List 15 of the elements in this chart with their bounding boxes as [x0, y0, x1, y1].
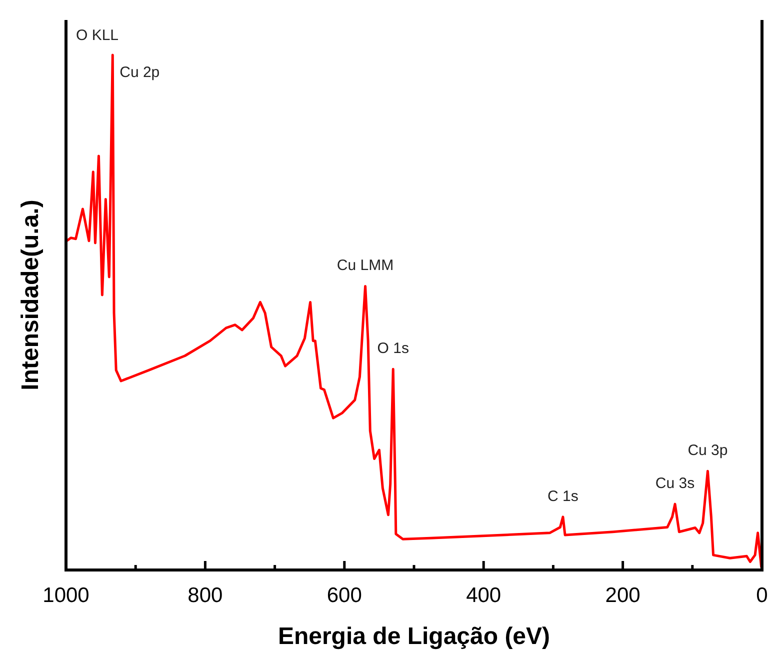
annotation: O 1s — [377, 340, 409, 358]
annotation: Cu 3p — [688, 442, 728, 460]
x-tick-label: 0 — [756, 584, 768, 607]
annotation: Cu 3s — [655, 475, 695, 492]
annotation: Cu 2p — [120, 64, 160, 81]
y-axis-title: Intensidade(u.a.) — [17, 200, 44, 390]
x-tick-label: 800 — [188, 584, 223, 607]
x-tick-label: 400 — [466, 584, 502, 607]
text: O KLL — [76, 27, 119, 44]
annotation: Cu LMM — [336, 257, 394, 274]
annotation: C 1s — [548, 488, 578, 505]
x-tick-label: 200 — [605, 584, 640, 607]
x-tick-label: 600 — [326, 584, 362, 607]
x-axis-title: Energia de Ligação (eV) — [278, 623, 550, 650]
x-tick-label: 1000 — [42, 584, 90, 607]
